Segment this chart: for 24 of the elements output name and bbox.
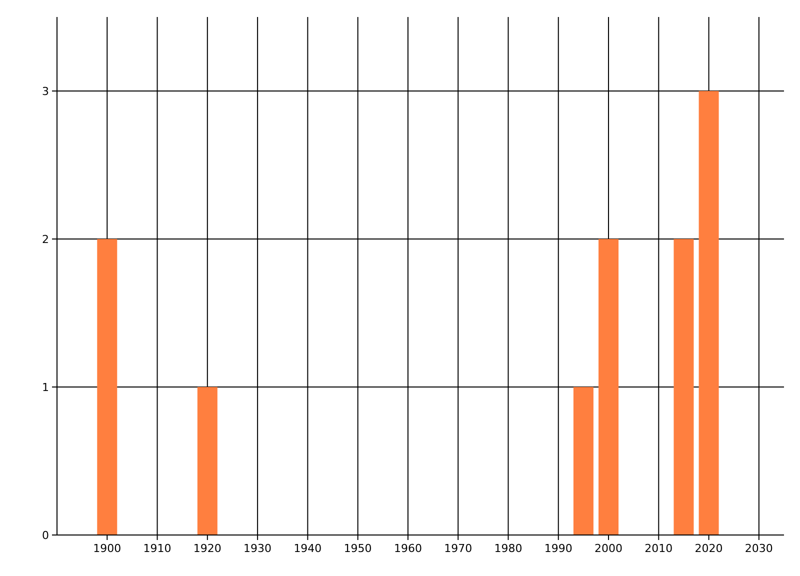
bar [698, 91, 719, 535]
x-tick-label: 2030 [744, 542, 773, 555]
y-tick-label: 0 [42, 529, 49, 542]
x-tick-label: 1980 [494, 542, 522, 555]
x-tick-label: 1920 [193, 542, 222, 555]
x-tick-label: 2000 [594, 542, 623, 555]
x-tick-label: 2020 [694, 542, 723, 555]
y-tick-label: 2 [42, 233, 49, 246]
bar [598, 239, 619, 535]
y-tick-label: 1 [42, 381, 49, 394]
x-tick-label: 1990 [544, 542, 572, 555]
bar [674, 239, 694, 535]
x-tick-label: 1950 [344, 542, 372, 555]
x-tick-label: 1910 [143, 542, 172, 555]
x-tick-label: 1900 [93, 542, 122, 555]
x-tick-label: 1970 [444, 542, 472, 555]
bar [573, 387, 594, 535]
x-tick-label: 1940 [294, 542, 322, 555]
bar [97, 239, 118, 535]
y-tick-label: 3 [42, 85, 49, 98]
x-tick-label: 1960 [394, 542, 422, 555]
x-tick-label: 1930 [244, 542, 272, 555]
bar [197, 387, 218, 535]
x-tick-label: 2010 [644, 542, 673, 555]
